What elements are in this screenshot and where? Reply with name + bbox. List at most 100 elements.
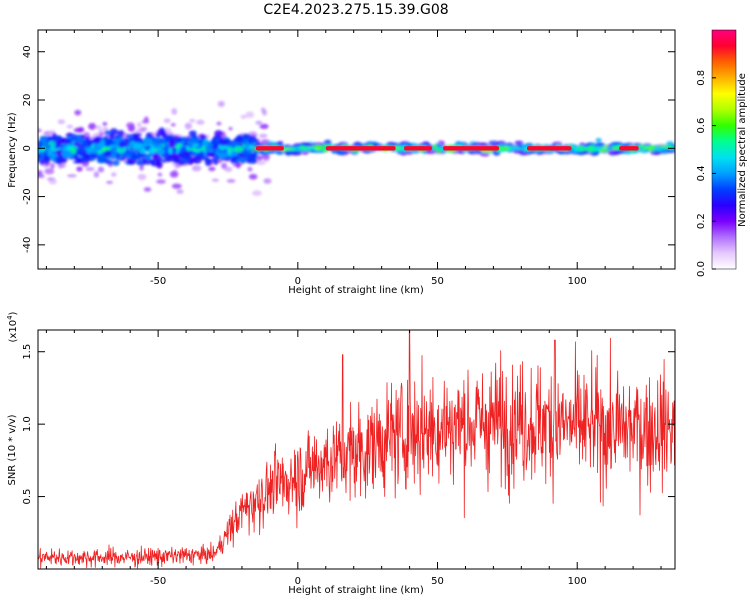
heat-dot bbox=[102, 126, 109, 131]
heat-cell bbox=[435, 150, 442, 153]
colorbar-tick-label: 0.8 bbox=[696, 70, 707, 86]
heat-dot bbox=[247, 166, 253, 172]
heat-cell bbox=[117, 130, 125, 136]
spectrogram-panel: -50 0 50 100 -40 -20 0 20 40 Height of straight … bbox=[7, 29, 676, 296]
scale-prefix: (x10 bbox=[8, 320, 19, 343]
heat-cell bbox=[90, 139, 100, 144]
heat-dot bbox=[156, 179, 166, 184]
heat-cell bbox=[211, 158, 218, 162]
heat-cell bbox=[277, 141, 284, 145]
heat-cell bbox=[298, 146, 308, 150]
heat-cell bbox=[502, 147, 512, 151]
heat-cell bbox=[97, 157, 105, 164]
y-tick-label: -40 bbox=[22, 237, 33, 253]
heat-cell bbox=[577, 145, 585, 149]
heat-dot bbox=[85, 167, 95, 171]
heat-dot bbox=[78, 126, 85, 133]
heat-dot bbox=[38, 171, 42, 178]
heat-cell bbox=[598, 149, 608, 153]
svg-text:(x104): (x104) bbox=[6, 311, 19, 342]
snr-series-line bbox=[38, 330, 675, 569]
strong-segment bbox=[403, 146, 432, 151]
heat-cell bbox=[109, 144, 117, 149]
heat-dot bbox=[50, 162, 55, 170]
heat-cell bbox=[169, 138, 175, 144]
heat-cell bbox=[233, 146, 244, 153]
heat-dot bbox=[139, 165, 144, 171]
heat-cell bbox=[39, 135, 50, 140]
heat-cell bbox=[70, 146, 77, 155]
chart-title: C2E4.2023.275.15.39.G08 bbox=[263, 2, 448, 18]
heat-cell bbox=[161, 159, 167, 163]
heat-dot bbox=[88, 123, 97, 130]
colorbar-tick-label: 0.0 bbox=[696, 261, 707, 277]
heat-cell bbox=[169, 153, 181, 159]
heat-cell bbox=[148, 147, 156, 154]
y-tick-label: 1.0 bbox=[22, 416, 33, 432]
x-tick-label: 100 bbox=[568, 276, 587, 287]
heat-cell bbox=[52, 135, 63, 141]
heat-cell bbox=[38, 148, 42, 152]
snr-line-layer bbox=[38, 330, 675, 569]
x-tick-label: 0 bbox=[295, 276, 301, 287]
heat-dot bbox=[252, 190, 262, 197]
heat-cell bbox=[93, 146, 102, 151]
heat-dot bbox=[67, 174, 77, 178]
heat-cell bbox=[143, 138, 155, 146]
heat-cell bbox=[590, 148, 599, 152]
snr-x-axis-label: Height of straight line (km) bbox=[288, 585, 424, 596]
heat-cell bbox=[421, 141, 430, 147]
heat-dot bbox=[184, 122, 192, 130]
spectrogram-y-axis-label: Frequency (Hz) bbox=[7, 112, 18, 188]
heat-cell bbox=[204, 158, 212, 167]
x-tick-label: 0 bbox=[295, 576, 301, 587]
heat-cell bbox=[246, 159, 258, 164]
spectrogram-heatmap bbox=[38, 100, 675, 197]
heat-cell bbox=[144, 153, 152, 160]
heat-cell bbox=[192, 134, 198, 140]
heat-dot bbox=[93, 171, 100, 178]
heat-dot bbox=[169, 170, 179, 178]
heat-cell bbox=[38, 153, 42, 157]
heat-cell bbox=[62, 153, 74, 159]
scale-exponent: 4 bbox=[6, 315, 14, 320]
heat-cell bbox=[212, 148, 218, 154]
heat-dot bbox=[257, 155, 263, 162]
heat-cell bbox=[197, 143, 203, 149]
heat-cell bbox=[227, 146, 234, 153]
heat-dot bbox=[57, 119, 66, 125]
heat-dot bbox=[255, 120, 263, 125]
heat-cell bbox=[282, 147, 291, 151]
heat-cell bbox=[86, 149, 94, 155]
heat-dot bbox=[226, 179, 236, 183]
heat-dot bbox=[216, 121, 222, 126]
y-tick-label: 1.5 bbox=[22, 344, 33, 360]
colorbar-ticks: 0.0 0.2 0.4 0.6 0.8 bbox=[696, 70, 716, 277]
heat-cell bbox=[50, 154, 56, 162]
heat-cell bbox=[182, 137, 191, 142]
heat-dot bbox=[74, 109, 82, 116]
heat-dot bbox=[211, 178, 219, 182]
y-tick-label: -20 bbox=[22, 188, 33, 204]
heat-cell bbox=[43, 158, 49, 164]
heat-dot bbox=[97, 166, 105, 173]
heat-cell bbox=[109, 128, 119, 136]
heat-dot bbox=[136, 122, 142, 128]
heat-cell bbox=[104, 149, 112, 157]
strong-segment bbox=[619, 146, 639, 151]
heat-dot bbox=[48, 178, 57, 185]
heat-cell bbox=[456, 143, 467, 147]
heat-cell bbox=[587, 145, 595, 149]
heat-cell bbox=[214, 130, 223, 137]
heat-dot bbox=[260, 107, 266, 113]
heat-dot bbox=[66, 124, 74, 129]
heat-cell bbox=[218, 151, 229, 159]
heat-dot bbox=[76, 166, 83, 172]
heat-cell bbox=[177, 137, 183, 142]
heat-cell bbox=[183, 150, 190, 155]
heat-cell bbox=[335, 149, 346, 155]
heat-cell bbox=[432, 144, 438, 148]
heat-cell bbox=[232, 155, 239, 161]
heat-dot bbox=[256, 160, 266, 165]
